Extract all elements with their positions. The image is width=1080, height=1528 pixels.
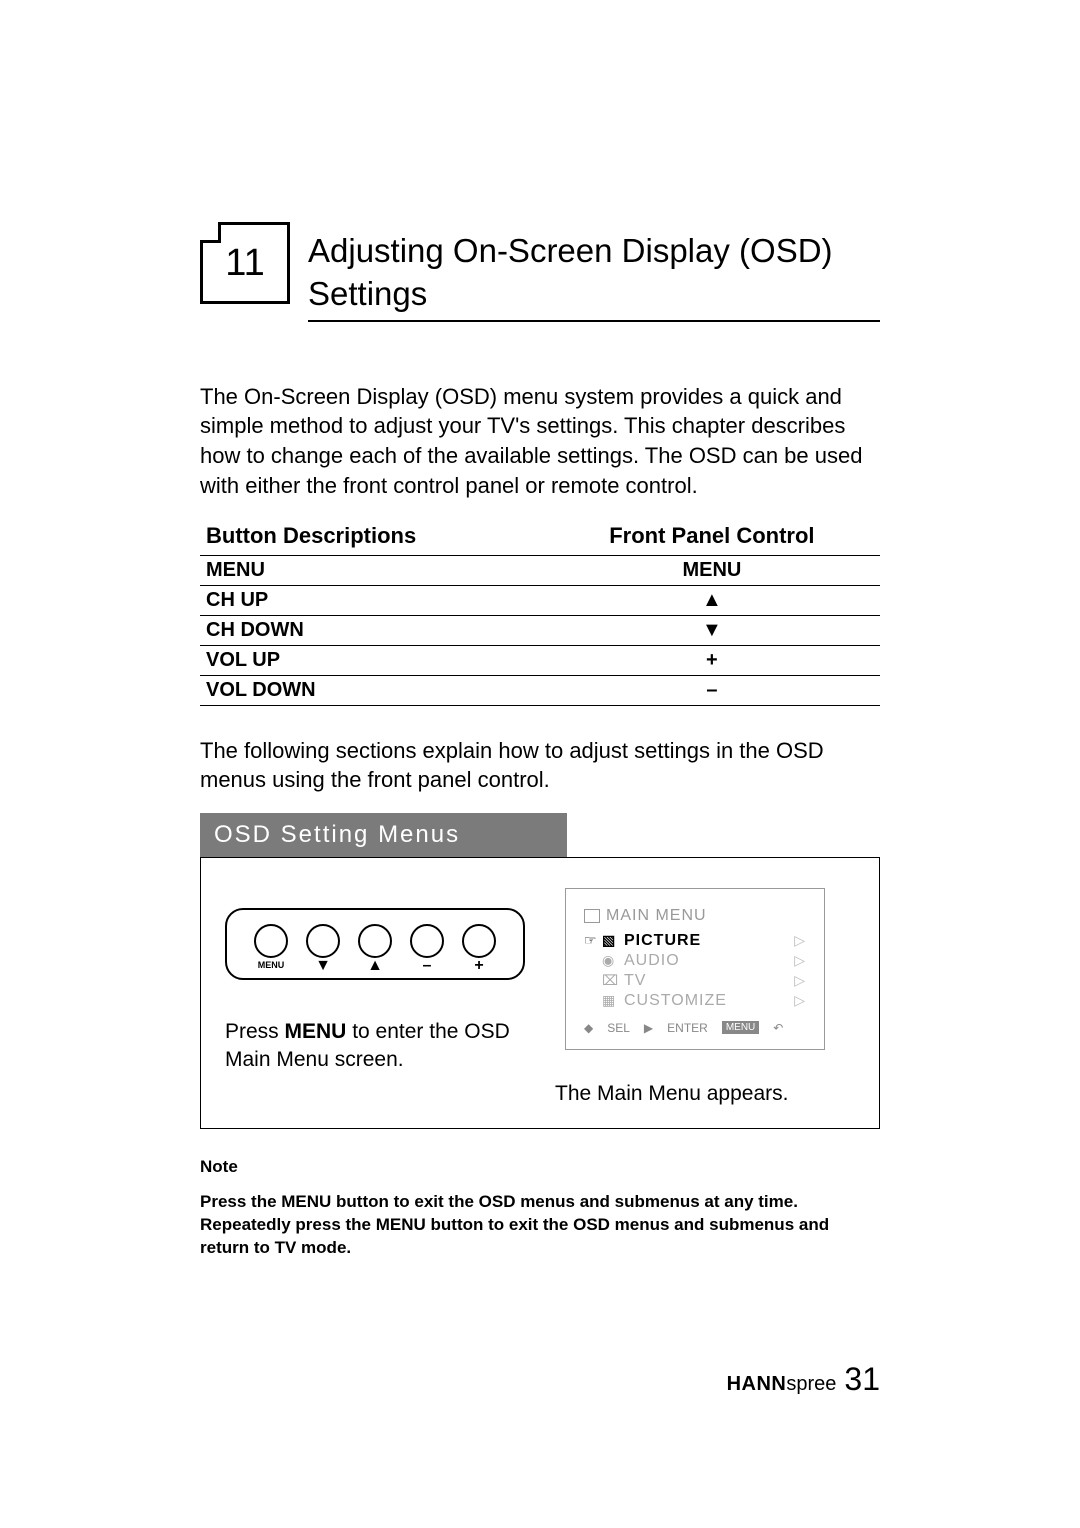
control-button-up: ▲ <box>358 924 392 972</box>
chevron-right-icon: ▷ <box>794 952 806 969</box>
chapter-number: 11 <box>225 242 264 285</box>
right-caption: The Main Menu appears. <box>555 1080 855 1108</box>
menu-item-audio: ◉ AUDIO ▷ <box>584 951 806 971</box>
control-button-down: ▼ <box>306 924 340 972</box>
note-label: Note <box>200 1157 880 1177</box>
picture-icon: ▧ <box>602 932 624 949</box>
table-row: MENUMENU <box>200 555 880 585</box>
chapter-header: 11 Adjusting On-Screen Display (OSD) Set… <box>200 230 880 322</box>
section-bar: OSD Setting Menus <box>200 813 567 857</box>
chapter-number-box: 11 <box>200 222 290 304</box>
button-table: Button Descriptions Front Panel Control … <box>200 519 880 706</box>
paragraph-2: The following sections explain how to ad… <box>200 736 880 795</box>
left-caption: Press MENU to enter the OSD Main Menu sc… <box>225 1018 525 1075</box>
page-footer: HANNspree 31 <box>727 1361 880 1398</box>
tv-icon: ⌧ <box>602 972 624 989</box>
menu-footer: ◆ SEL ▶ ENTER MENU ↶ <box>584 1021 806 1035</box>
button-circle-icon <box>306 924 340 958</box>
footer-menu-key: MENU <box>722 1021 759 1034</box>
control-symbol: ▲ <box>367 960 383 972</box>
control-button-minus: – <box>410 924 444 972</box>
control-symbol: ▼ <box>315 960 331 972</box>
menu-item-label: TV <box>624 972 794 990</box>
menu-item-tv: ⌧ TV ▷ <box>584 971 806 991</box>
chapter-title: Adjusting On-Screen Display (OSD) Settin… <box>308 230 880 322</box>
chevron-right-icon: ▷ <box>794 932 806 949</box>
customize-icon: ▦ <box>602 992 624 1009</box>
table-row: CH UP▲ <box>200 585 880 615</box>
button-circle-icon <box>462 924 496 958</box>
note-text: Press the MENU button to exit the OSD me… <box>200 1191 880 1260</box>
chevron-right-icon: ▷ <box>794 992 806 1009</box>
menu-title-row: MAIN MENU <box>584 907 806 925</box>
osd-left-col: MENU ▼ ▲ – + <box>225 888 525 1108</box>
brand-logo: HANNspree <box>727 1373 837 1396</box>
footer-enter: ENTER <box>667 1021 708 1035</box>
button-circle-icon <box>410 924 444 958</box>
osd-panel: MENU ▼ ▲ – + <box>200 857 880 1129</box>
osd-right-col: MAIN MENU ☞ ▧ PICTURE ▷ ◉ AUDIO ▷ ⌧ <box>555 888 855 1108</box>
menu-item-picture: ☞ ▧ PICTURE ▷ <box>584 931 806 951</box>
enter-indicator-icon: ▶ <box>644 1021 653 1035</box>
intro-paragraph: The On-Screen Display (OSD) menu system … <box>200 382 880 501</box>
menu-item-label: CUSTOMIZE <box>624 992 794 1010</box>
button-circle-icon <box>358 924 392 958</box>
menu-item-customize: ▦ CUSTOMIZE ▷ <box>584 991 806 1011</box>
audio-icon: ◉ <box>602 952 624 969</box>
menu-item-label: AUDIO <box>624 952 794 970</box>
control-symbol: – <box>423 960 432 972</box>
table-header-desc: Button Descriptions <box>200 519 544 556</box>
pointer-icon: ☞ <box>584 932 602 949</box>
table-row: VOL UP+ <box>200 645 880 675</box>
menu-title-icon <box>584 909 600 923</box>
button-circle-icon <box>254 924 288 958</box>
control-box: MENU ▼ ▲ – + <box>225 908 525 980</box>
sel-indicator-icon: ◆ <box>584 1021 593 1035</box>
chevron-right-icon: ▷ <box>794 972 806 989</box>
note-block: Note Press the MENU button to exit the O… <box>200 1157 880 1260</box>
table-row: CH DOWN▼ <box>200 615 880 645</box>
page-number: 31 <box>844 1361 880 1398</box>
menu-item-label: PICTURE <box>624 932 794 950</box>
table-header-ctrl: Front Panel Control <box>544 519 880 556</box>
table-row: VOL DOWN– <box>200 675 880 705</box>
osd-menu-box: MAIN MENU ☞ ▧ PICTURE ▷ ◉ AUDIO ▷ ⌧ <box>565 888 825 1050</box>
back-icon: ↶ <box>773 1021 783 1035</box>
control-button-menu: MENU <box>254 924 288 972</box>
control-label: MENU <box>258 960 285 972</box>
footer-sel: SEL <box>607 1021 630 1035</box>
menu-title: MAIN MENU <box>606 907 707 925</box>
control-symbol: + <box>474 960 483 972</box>
control-button-plus: + <box>462 924 496 972</box>
